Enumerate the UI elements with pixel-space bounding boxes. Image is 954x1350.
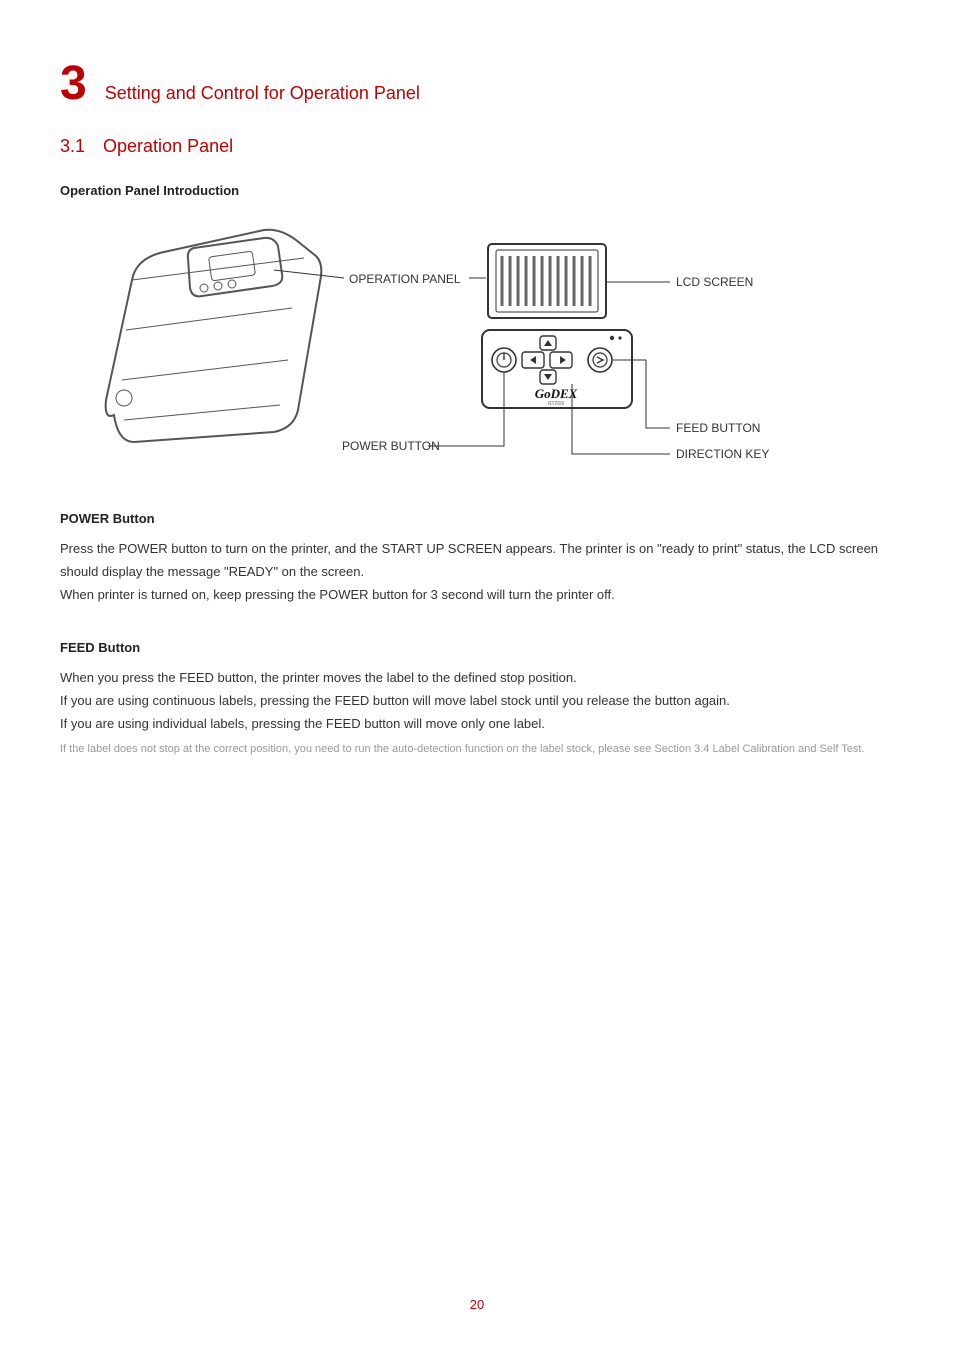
panel-model: RT200i — [548, 401, 564, 407]
page-number: 20 — [0, 1297, 954, 1312]
chapter-title: Setting and Control for Operation Panel — [105, 83, 420, 104]
feed-paragraph-3: If you are using individual labels, pres… — [60, 713, 894, 736]
panel-logo: GoDEX — [535, 386, 578, 401]
printer-illustration — [106, 230, 322, 442]
chapter-header: 3 Setting and Control for Operation Pane… — [60, 60, 894, 108]
power-paragraph-2: When printer is turned on, keep pressing… — [60, 584, 894, 607]
feed-heading: FEED Button — [60, 640, 894, 655]
section-header: 3.1 Operation Panel — [60, 136, 894, 157]
power-heading: POWER Button — [60, 511, 894, 526]
section-number: 3.1 — [60, 136, 85, 157]
power-paragraph-1: Press the POWER button to turn on the pr… — [60, 538, 894, 584]
label-feed-button: FEED BUTTON — [676, 421, 760, 435]
feed-paragraph-2: If you are using continuous labels, pres… — [60, 690, 894, 713]
operation-panel-diagram: OPERATION PANEL LCD SCREE — [84, 210, 894, 485]
intro-heading: Operation Panel Introduction — [60, 183, 894, 198]
label-operation-panel: OPERATION PANEL — [349, 272, 461, 286]
label-direction-key: DIRECTION KEY — [676, 447, 769, 461]
feed-paragraph-1: When you press the FEED button, the prin… — [60, 667, 894, 690]
feed-note: If the label does not stop at the correc… — [60, 740, 894, 760]
label-lcd-screen: LCD SCREEN — [676, 275, 753, 289]
section-title: Operation Panel — [103, 136, 233, 157]
label-power-button: POWER BUTTON — [342, 439, 440, 453]
chapter-number: 3 — [60, 60, 87, 108]
lcd-screen-enlarged — [488, 244, 606, 318]
